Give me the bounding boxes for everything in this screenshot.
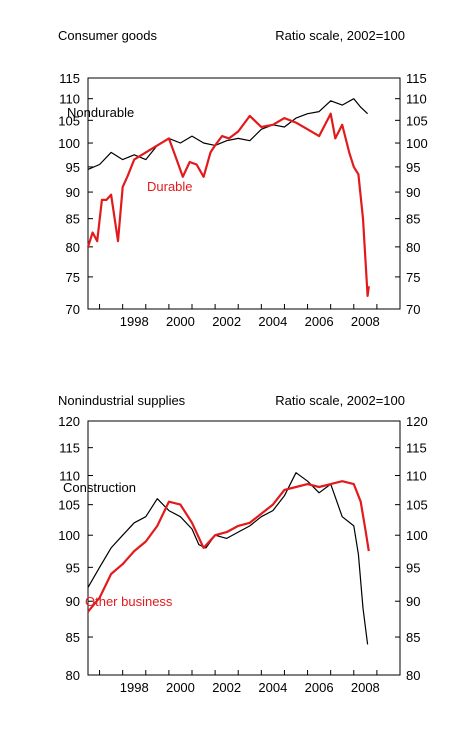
series-line-nondurable: [87, 98, 369, 170]
x-tick-label: 2004: [258, 680, 287, 695]
chart-title: Nonindustrial supplies: [58, 393, 186, 408]
x-tick-label: 1998: [120, 680, 149, 695]
series-label-other-business: Other business: [85, 594, 173, 609]
x-tick-label: 2006: [305, 314, 334, 329]
x-tick-label: 2002: [212, 314, 241, 329]
y-tick-label-right: 110: [406, 92, 427, 107]
plot-frame: [87, 77, 401, 310]
y-tick-label-right: 85: [406, 212, 420, 227]
y-tick-label-left: 110: [59, 92, 80, 107]
y-tick-label-left: 100: [58, 136, 80, 151]
y-tick-label-left: 115: [59, 71, 80, 86]
x-tick-label: 1998: [120, 314, 149, 329]
x-tick-label: 2008: [351, 680, 380, 695]
y-tick-label-right: 110: [406, 469, 427, 484]
y-tick-label-right: 95: [406, 560, 420, 575]
y-tick-label-left: 80: [66, 668, 80, 683]
y-tick-label-left: 90: [66, 185, 80, 200]
series-line-construction: [87, 472, 369, 645]
x-tick-label: 2006: [305, 680, 334, 695]
y-tick-label-right: 90: [406, 594, 420, 609]
y-tick-label-left: 80: [66, 240, 80, 255]
y-tick-label-right: 80: [406, 240, 420, 255]
x-tick-label: 2002: [212, 680, 241, 695]
y-tick-label-left: 95: [66, 560, 80, 575]
y-tick-label-right: 90: [406, 185, 420, 200]
series-label-construction: Construction: [63, 480, 136, 495]
y-tick-label-left: 115: [59, 441, 80, 456]
y-tick-label-right: 85: [406, 630, 420, 645]
series-line-other-business: [87, 480, 370, 613]
y-tick-label-right: 115: [406, 441, 427, 456]
y-tick-label-left: 105: [58, 498, 80, 513]
x-tick-label: 2004: [258, 314, 287, 329]
chart-title: Consumer goods: [58, 28, 157, 43]
y-tick-label-right: 115: [406, 71, 427, 86]
chart-panel-1: Consumer goods Ratio scale, 2002=100 70 70 7…: [58, 28, 428, 329]
y-tick-label-left: 85: [66, 212, 80, 227]
x-tick-label: 2008: [351, 314, 380, 329]
y-tick-label-left: 75: [66, 270, 80, 285]
y-tick-label-right: 105: [406, 113, 428, 128]
y-tick-label-right: 95: [406, 160, 420, 175]
y-tick-label-left: 105: [58, 113, 80, 128]
chart-subtitle: Ratio scale, 2002=100: [275, 393, 405, 408]
y-tick-label-right: 100: [406, 136, 428, 151]
y-tick-label-right: 120: [406, 414, 428, 429]
chart-subtitle: Ratio scale, 2002=100: [275, 28, 405, 43]
y-tick-label-left: 90: [66, 594, 80, 609]
series-label-nondurable: Nondurable: [67, 105, 134, 120]
y-tick-label-left: 85: [66, 630, 80, 645]
y-tick-label-left: 95: [66, 160, 80, 175]
x-tick-label: 2000: [166, 680, 195, 695]
series-label-durable: Durable: [147, 179, 193, 194]
y-tick-label-right: 70: [406, 302, 420, 317]
y-tick-label-right: 75: [406, 270, 420, 285]
x-tick-label: 2000: [166, 314, 195, 329]
plot-frame: [87, 420, 401, 676]
y-tick-label-left: 120: [58, 414, 80, 429]
series-line-durable: [86, 112, 370, 297]
y-tick-label-right: 80: [406, 668, 420, 683]
chart-panel-2: Nonindustrial supplies Ratio scale, 2002=…: [58, 393, 428, 695]
y-tick-label-left: 70: [66, 302, 80, 317]
y-tick-label-right: 105: [406, 498, 428, 513]
y-tick-label-left: 110: [59, 469, 80, 484]
y-tick-label-left: 100: [58, 528, 80, 543]
y-tick-label-right: 100: [406, 528, 428, 543]
